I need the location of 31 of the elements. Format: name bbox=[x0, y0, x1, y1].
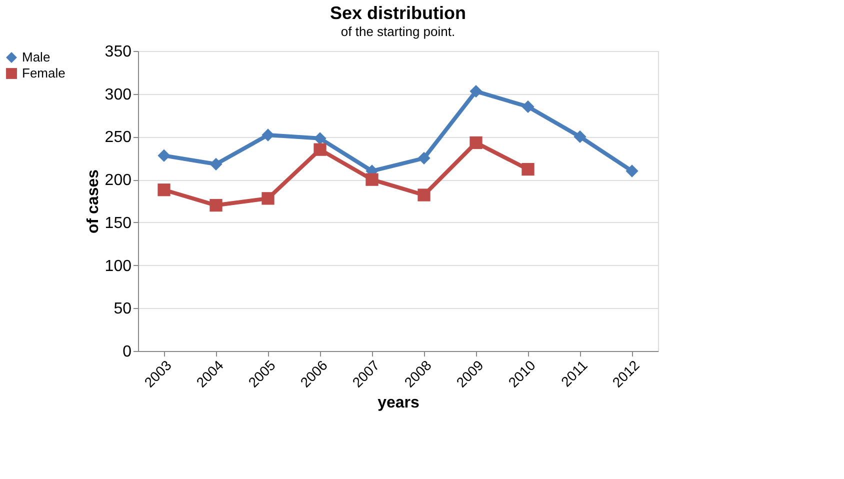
point bbox=[158, 184, 170, 196]
legend-label: Male bbox=[22, 50, 50, 64]
y-tick-label: 0 bbox=[122, 344, 132, 360]
point bbox=[522, 162, 534, 176]
point bbox=[210, 198, 222, 212]
y-axis-title: of cases bbox=[84, 169, 102, 234]
point bbox=[262, 192, 274, 205]
x-axis-title: years bbox=[378, 394, 420, 412]
point bbox=[522, 100, 534, 114]
point bbox=[418, 152, 430, 164]
legend-label: Female bbox=[22, 66, 66, 80]
point bbox=[158, 149, 170, 162]
point bbox=[418, 188, 430, 202]
y-tick-label: 300 bbox=[104, 86, 132, 104]
y-tick-label: 350 bbox=[104, 44, 132, 60]
point bbox=[262, 128, 274, 142]
point bbox=[314, 132, 326, 145]
chart-title: Sex distribution bbox=[330, 3, 466, 23]
y-tick-label: 100 bbox=[104, 258, 132, 275]
y-tick-label: 250 bbox=[104, 129, 132, 146]
point bbox=[574, 130, 586, 144]
y-tick-label: 200 bbox=[104, 172, 132, 190]
point bbox=[366, 173, 378, 186]
point bbox=[470, 136, 482, 150]
y-tick-label: 50 bbox=[114, 300, 132, 318]
point bbox=[314, 143, 326, 156]
text: of the starting point. bbox=[340, 24, 456, 39]
point bbox=[626, 164, 638, 178]
y-tick-label: 150 bbox=[104, 214, 132, 232]
point bbox=[470, 84, 482, 98]
point bbox=[210, 158, 222, 170]
